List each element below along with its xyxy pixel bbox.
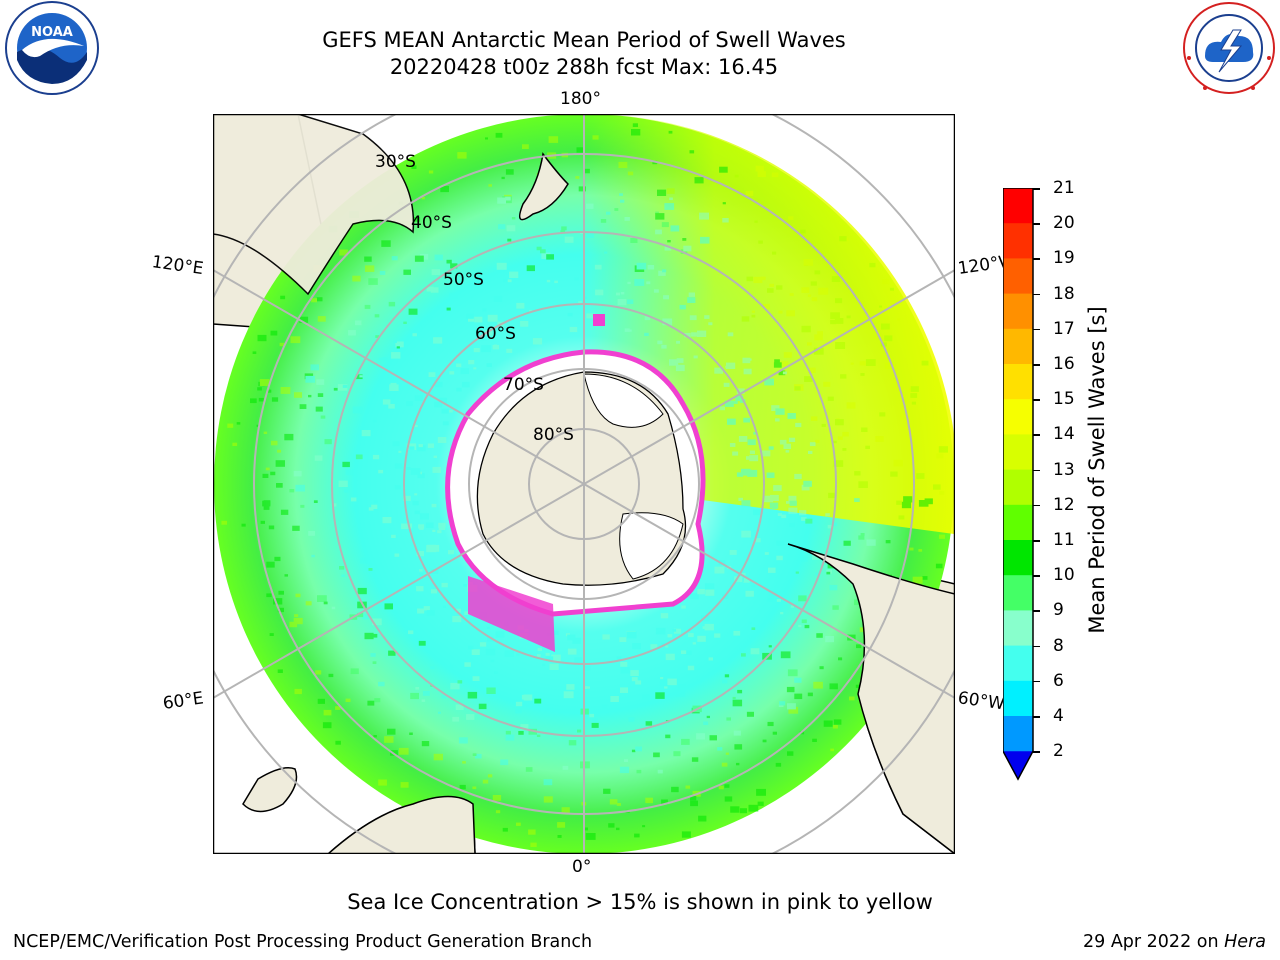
colorbar-tick-mark [1033,645,1040,648]
footer-credit: NCEP/EMC/Verification Post Processing Pr… [13,932,593,952]
colorbar-bin [1003,258,1033,295]
colorbar-tick-mark [1033,540,1040,542]
colorbar-bin [1003,575,1033,611]
colorbar-label: Mean Period of Swell Waves [s] [1085,306,1109,634]
lat-label-50s: 50°S [443,270,484,290]
colorbar-tick-label: 18 [1053,283,1075,304]
colorbar-bin [1003,293,1033,330]
colorbar-tick-mark [1033,504,1040,507]
colorbar-bin [1003,328,1033,365]
lat-label-30s: 30°S [375,152,416,172]
lon-label-180: 180° [560,89,601,109]
svg-text:NOAA: NOAA [31,25,73,40]
sea-ice-note: Sea Ice Concentration > 15% is shown in … [347,890,933,914]
colorbar-tick-mark [1033,188,1040,190]
colorbar-bin [1003,504,1033,541]
colorbar-tick-mark [1033,680,1040,683]
colorbar-tick-label: 4 [1053,706,1064,726]
colorbar-tick-label: 13 [1053,459,1075,480]
lat-label-70s: 70°S [503,375,544,395]
colorbar-bin [1003,645,1033,682]
colorbar-tick-mark [1033,364,1040,366]
colorbar-tick-label: 15 [1053,389,1075,410]
lon-label-0: 0° [572,857,592,877]
lat-label-80s: 80°S [533,425,574,445]
lat-label-60s: 60°S [475,324,516,344]
colorbar-tick-label: 16 [1053,354,1075,374]
lon-label-60e: 60°E [161,688,205,714]
lon-label-60w: 60°W [956,688,1006,715]
lon-label-120e: 120°E [150,252,205,280]
colorbar-tick-label: 9 [1053,600,1064,621]
colorbar-tick-label: 8 [1053,635,1064,656]
colorbar-tick-label: 2 [1053,741,1064,762]
colorbar-tick-label: 19 [1053,248,1075,269]
colorbar-bin [1003,399,1033,435]
chart-title: GEFS MEAN Antarctic Mean Period of Swell… [322,28,846,52]
colorbar-tick-label: 21 [1053,178,1075,198]
colorbar-bin [1003,364,1033,400]
footer-date: 29 Apr 2022 on Hera [1083,932,1266,952]
colorbar-tick-mark [1033,258,1040,260]
colorbar-bin [1003,540,1033,576]
graticule [213,114,955,854]
chart-subtitle: 20220428 t00z 288h fcst Max: 16.45 [389,55,779,79]
colorbar-bin [1003,188,1033,224]
colorbar-tick-mark [1033,434,1040,436]
colorbar [1002,187,1035,788]
colorbar-tick-label: 6 [1053,670,1064,691]
colorbar-bin [1003,680,1033,717]
colorbar-bin [1003,716,1033,752]
colorbar-bin [1003,469,1033,506]
colorbar-tick-mark [1033,223,1040,225]
colorbar-bin [1003,223,1033,259]
colorbar-tick-label: 10 [1053,565,1075,586]
polar-map: 30°S 40°S 50°S 60°S 70°S 80°S [213,114,955,854]
colorbar-tick-mark [1033,469,1040,472]
footer-host: Hera [1224,932,1266,952]
colorbar-tick-label: 11 [1053,530,1075,550]
colorbar-tick-mark [1033,751,1040,753]
colorbar-tick-mark [1033,575,1040,577]
colorbar-tick-label: 17 [1053,318,1075,339]
colorbar-tick-label: 12 [1053,494,1075,515]
lat-label-40s: 40°S [411,213,452,233]
colorbar-tick-mark [1033,716,1040,718]
colorbar-bin [1003,610,1033,647]
colorbar-tick-label: 20 [1053,213,1075,234]
sea-ice-patch [468,576,555,652]
footer-date-text: 29 Apr 2022 on [1083,932,1225,952]
colorbar-tick-mark [1033,610,1040,612]
noaa-logo: NOAA [0,0,106,100]
colorbar-tick-mark [1033,328,1040,331]
colorbar-bin [1003,434,1033,471]
colorbar-tick-label: 14 [1053,424,1075,445]
colorbar-extend-triangle [1003,751,1033,780]
nws-logo [1175,0,1280,100]
colorbar-tick-mark [1033,293,1040,296]
colorbar-tick-mark [1033,399,1040,401]
